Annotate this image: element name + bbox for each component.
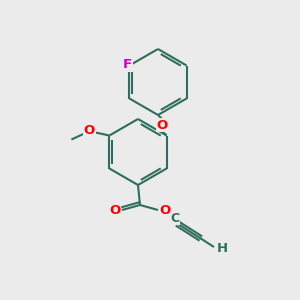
- Text: H: H: [216, 242, 228, 256]
- Text: F: F: [123, 58, 132, 71]
- Text: O: O: [159, 203, 171, 217]
- Text: O: O: [157, 119, 168, 132]
- Text: C: C: [170, 212, 180, 224]
- Text: O: O: [110, 203, 121, 217]
- Text: O: O: [84, 124, 95, 137]
